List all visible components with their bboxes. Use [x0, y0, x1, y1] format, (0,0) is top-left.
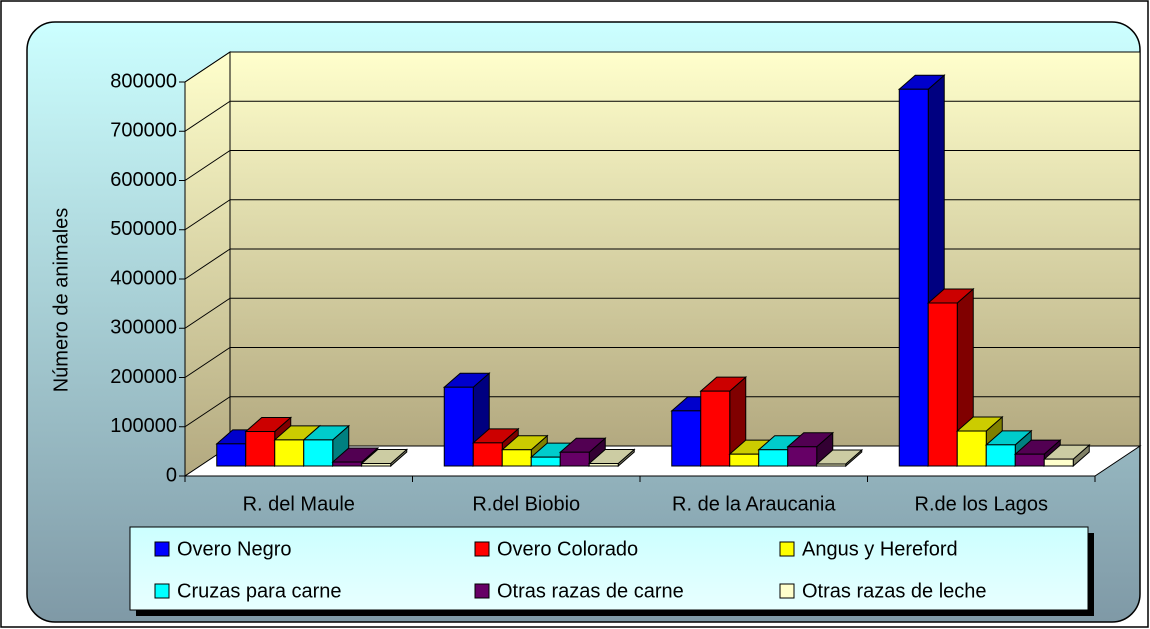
grid-line	[184, 297, 231, 329]
legend-swatch	[779, 541, 795, 557]
y-axis-title: Número de animales	[50, 208, 72, 393]
grid-line	[184, 248, 231, 280]
bar	[786, 431, 835, 468]
bar-front	[443, 386, 474, 467]
legend-label: Cruzas para carne	[177, 580, 342, 602]
bar-front	[361, 463, 392, 467]
bar-front	[985, 444, 1016, 467]
bar-front	[559, 451, 590, 467]
x-tick-label: R. del Maule	[243, 493, 355, 515]
bar	[699, 376, 748, 468]
legend-label: Overo Negro	[177, 538, 292, 560]
x-tick-label: R.de los Lagos	[915, 493, 1048, 515]
y-tick-label: 200000	[110, 366, 177, 388]
grid-line	[184, 100, 231, 132]
legend-swatch	[474, 583, 490, 599]
bar-front	[956, 430, 987, 467]
bar	[587, 448, 636, 468]
y-tick-label: 600000	[110, 169, 177, 191]
bar	[360, 448, 409, 468]
y-tick-label: 0	[166, 464, 177, 486]
bar-front	[303, 439, 334, 467]
y-tick-label: 100000	[110, 415, 177, 437]
legend-swatch	[154, 583, 170, 599]
bar-front	[787, 446, 818, 467]
bar	[815, 448, 864, 468]
y-tick-label: 700000	[110, 120, 177, 142]
bar-front	[530, 456, 561, 467]
bar-front	[472, 442, 503, 467]
legend-label: Otras razas de leche	[802, 580, 987, 602]
grid-line	[184, 396, 231, 428]
grid-line	[184, 199, 231, 231]
bar-front	[245, 431, 276, 467]
bar-front	[927, 302, 958, 467]
bar	[1042, 444, 1091, 468]
legend-label: Overo Colorado	[497, 538, 638, 560]
legend-swatch	[779, 583, 795, 599]
y-tick-label: 400000	[110, 267, 177, 289]
bar-front	[1043, 458, 1074, 467]
y-tick-label: 800000	[110, 70, 177, 92]
grid-line	[184, 51, 231, 83]
bar-front	[898, 88, 929, 467]
legend	[129, 526, 1089, 611]
bar-front	[758, 449, 789, 467]
y-tick-label: 300000	[110, 317, 177, 339]
bar	[302, 424, 351, 468]
y-tick-label: 500000	[110, 218, 177, 240]
legend-label: Otras razas de carne	[497, 580, 684, 602]
bar-front	[501, 449, 532, 467]
bar-front	[216, 443, 247, 467]
bar-front	[729, 453, 760, 467]
bar-front	[671, 410, 702, 467]
bar-front	[1014, 453, 1045, 467]
x-tick-label: R. de la Araucania	[672, 493, 836, 515]
bar-front	[332, 461, 363, 467]
legend-swatch	[474, 541, 490, 557]
bar	[558, 437, 607, 468]
grid-line	[184, 347, 231, 378]
bar-front	[700, 390, 731, 467]
bar-front	[816, 463, 847, 467]
legend-swatch	[154, 541, 170, 557]
legend-label: Angus y Hereford	[802, 538, 958, 560]
plot	[179, 51, 1142, 482]
x-tick-label: R.del Biobio	[472, 493, 580, 515]
grid-line	[184, 150, 231, 181]
bar-front	[588, 463, 619, 467]
bar-front	[274, 439, 305, 467]
